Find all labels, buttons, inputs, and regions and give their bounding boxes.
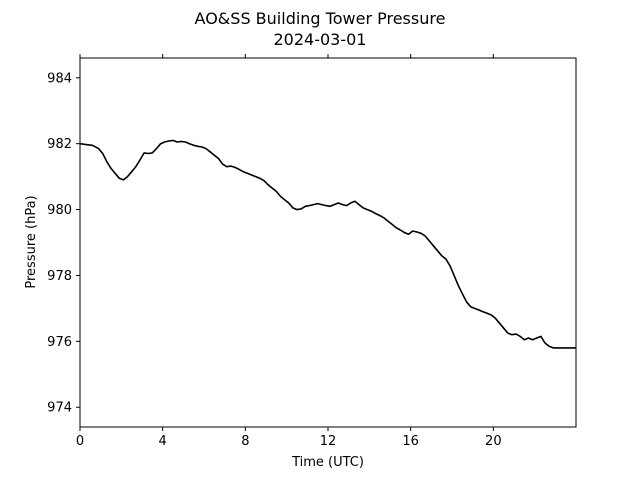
chart-subtitle: 2024-03-01 bbox=[274, 30, 367, 49]
y-tick-label: 982 bbox=[47, 137, 72, 152]
y-tick-label: 978 bbox=[47, 269, 72, 284]
chart-title: AO&SS Building Tower Pressure bbox=[195, 9, 446, 28]
y-tick-label: 980 bbox=[47, 203, 72, 218]
axis-ticks: 0 4 8 12 16 20 974 976 978 980 982 984 bbox=[47, 54, 502, 449]
pressure-line bbox=[79, 139, 576, 349]
x-tick-label: 16 bbox=[402, 434, 419, 449]
x-tick-label: 0 bbox=[76, 434, 84, 449]
y-tick-label: 976 bbox=[47, 335, 72, 350]
x-axis-label: Time (UTC) bbox=[291, 455, 364, 470]
y-tick-label: 984 bbox=[47, 71, 72, 86]
y-axis-label: Pressure (hPa) bbox=[24, 195, 39, 288]
plot-frame bbox=[79, 57, 577, 428]
y-tick-label: 974 bbox=[47, 401, 72, 416]
x-tick-label: 8 bbox=[241, 434, 249, 449]
x-tick-label: 12 bbox=[320, 434, 337, 449]
x-tick-label: 20 bbox=[485, 434, 502, 449]
x-tick-label: 4 bbox=[159, 434, 167, 449]
